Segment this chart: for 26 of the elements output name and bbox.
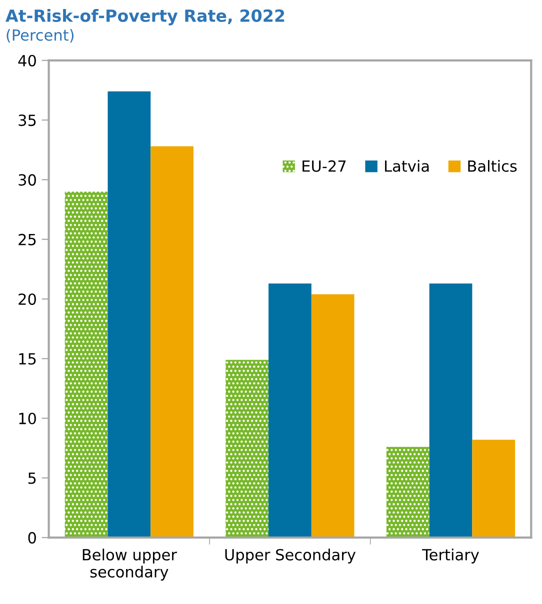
y-tick-label: 10 <box>19 412 36 424</box>
bar <box>226 360 269 538</box>
y-tick-label: 15 <box>19 353 36 365</box>
chart-title: At-Risk-of-Poverty Rate, 2022 <box>6 9 284 26</box>
legend-label: EU-27 <box>302 160 346 172</box>
x-tick-label: Below upper secondary <box>82 548 177 581</box>
legend-label: Baltics <box>468 160 517 172</box>
y-tick-label: 5 <box>28 472 36 484</box>
legend-label: Latvia <box>385 160 429 172</box>
bar <box>268 283 312 538</box>
bar <box>311 294 354 538</box>
bar <box>386 446 430 538</box>
bar <box>472 440 516 538</box>
y-tick-label: 30 <box>18 174 36 186</box>
bar <box>429 283 472 538</box>
y-tick-label: 20 <box>18 293 36 305</box>
y-tick-label: 40 <box>18 54 36 66</box>
bar <box>108 91 151 538</box>
y-tick-label: 0 <box>28 532 36 544</box>
y-tick-label: 35 <box>18 114 36 126</box>
y-tick-label: 25 <box>18 234 36 246</box>
bar <box>64 192 108 538</box>
x-tick-label: Tertiary <box>422 548 479 564</box>
chart-subtitle: (Percent) <box>6 29 74 43</box>
x-tick-label: Upper Secondary <box>225 548 356 564</box>
bar <box>150 146 194 538</box>
